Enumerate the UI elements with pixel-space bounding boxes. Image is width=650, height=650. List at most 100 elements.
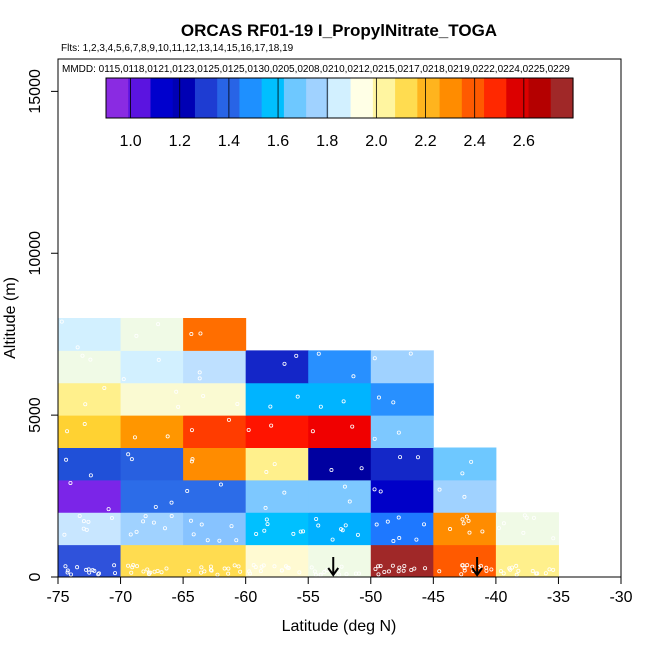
x-tick-label: -50 xyxy=(359,589,382,606)
sample-point xyxy=(75,565,80,570)
sample-point xyxy=(295,394,300,399)
sample-point xyxy=(88,473,93,478)
sample-point xyxy=(286,566,291,571)
sample-point xyxy=(284,564,289,569)
sample-point xyxy=(460,563,465,568)
sample-point xyxy=(342,484,347,489)
sample-point xyxy=(391,400,396,405)
colorbar-segment xyxy=(283,78,307,118)
sample-point xyxy=(97,571,102,576)
sample-point xyxy=(259,564,264,569)
colorbar: 1.0 1.2 1.4 1.6 1.8 2.0 2.2 2.4 2.6 xyxy=(105,77,574,150)
sample-point xyxy=(153,504,158,509)
colorbar-segment xyxy=(150,78,174,118)
heatmap-cell xyxy=(245,544,309,578)
heatmap-cell xyxy=(120,479,184,513)
sample-point xyxy=(174,389,179,394)
sample-point xyxy=(126,563,131,568)
sample-point xyxy=(248,571,253,576)
sample-point xyxy=(169,500,174,505)
sample-point xyxy=(373,566,378,571)
sample-point xyxy=(176,404,181,409)
sample-point xyxy=(77,513,82,518)
sample-point xyxy=(268,404,273,409)
colorbar-tick-label: 1.0 xyxy=(119,133,141,150)
heatmap-cell xyxy=(183,318,247,351)
sample-point xyxy=(145,567,150,572)
sample-point xyxy=(551,567,556,572)
sample-point xyxy=(330,537,335,542)
sample-point xyxy=(251,563,256,568)
sample-point xyxy=(238,569,243,574)
sample-point xyxy=(197,370,202,375)
sample-point xyxy=(199,565,204,570)
sample-point xyxy=(547,567,552,572)
flights-label: Flts: 1,2,3,4,5,6,7,8,9,10,11,12,13,14,1… xyxy=(61,43,294,54)
heatmap-cell xyxy=(370,382,434,416)
sample-point xyxy=(543,571,548,576)
x-tick-label: -45 xyxy=(422,589,445,606)
sample-point xyxy=(68,572,73,577)
sample-point xyxy=(109,516,114,521)
flight-arrows xyxy=(327,557,483,577)
sample-point xyxy=(460,471,465,476)
sample-point xyxy=(535,571,540,576)
colorbar-tick-label: 1.4 xyxy=(218,133,240,150)
sample-point xyxy=(322,570,327,575)
sample-point xyxy=(462,565,467,570)
sample-point xyxy=(496,526,501,531)
sample-point xyxy=(350,424,355,429)
sample-point xyxy=(226,571,231,576)
sample-point xyxy=(313,572,318,577)
sample-point xyxy=(391,539,396,544)
sample-point xyxy=(279,568,284,573)
sample-point xyxy=(198,331,203,336)
sample-point xyxy=(309,565,314,570)
arrow-head xyxy=(327,567,340,577)
sample-point xyxy=(282,490,287,495)
sample-point xyxy=(374,522,379,527)
sample-point xyxy=(262,528,267,533)
colorbar-segment xyxy=(106,78,129,118)
sample-point xyxy=(396,430,401,435)
sample-point xyxy=(291,531,296,536)
sample-point xyxy=(222,566,227,571)
sample-point xyxy=(353,571,358,576)
sample-point xyxy=(264,470,269,475)
colorbar-segment xyxy=(417,78,441,118)
heatmap-cell xyxy=(308,382,372,416)
sample-point xyxy=(199,570,204,575)
heatmap-cell xyxy=(58,415,122,448)
sample-point xyxy=(501,571,506,576)
sample-point xyxy=(461,521,466,526)
heatmap-cell xyxy=(433,512,497,546)
sample-point xyxy=(351,374,356,379)
sample-point xyxy=(190,457,195,462)
sample-point xyxy=(396,515,401,520)
heatmap-cell xyxy=(58,318,122,351)
heatmap-cell xyxy=(120,415,184,448)
sample-point xyxy=(510,565,515,570)
sample-point xyxy=(188,518,193,523)
heatmap-cell xyxy=(370,479,434,513)
colorbar-segment xyxy=(528,78,552,118)
sample-point xyxy=(341,399,346,404)
sample-point xyxy=(376,564,381,569)
sample-point xyxy=(132,435,137,440)
sample-point xyxy=(301,529,306,534)
sample-point xyxy=(378,564,383,569)
sample-point xyxy=(65,570,70,575)
heatmap-cell xyxy=(245,382,309,416)
heatmap-cell xyxy=(183,544,247,578)
sample-point xyxy=(130,565,135,570)
heatmap-cell xyxy=(370,415,434,448)
sample-point xyxy=(460,517,465,522)
x-tick-label: -60 xyxy=(234,589,257,606)
sample-points xyxy=(59,319,556,577)
heatmap-cell xyxy=(120,447,184,481)
sample-point xyxy=(269,423,274,428)
colorbar-tick-label: 1.6 xyxy=(267,133,289,150)
sample-point xyxy=(151,520,156,525)
sample-point xyxy=(376,395,381,400)
sample-point xyxy=(164,566,169,571)
